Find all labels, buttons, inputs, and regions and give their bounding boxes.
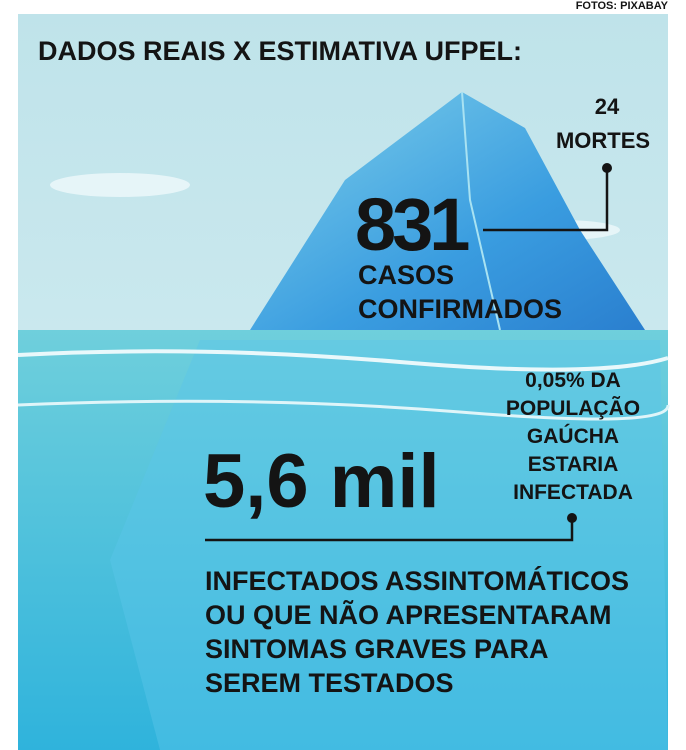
deaths-number: 24 [595,94,620,119]
note-line: 0,05% DA [525,369,621,392]
deaths-label: MORTES [556,128,650,153]
infographic: FOTOS: PIXABAY DADOS REAIS X ESTIMATIVA … [0,0,686,750]
note-line: POPULAÇÃO [506,397,640,420]
note-line: INFECTADA [513,481,633,504]
estimate-description: INFECTADOS ASSINTOMÁTICOS [205,565,629,596]
confirmed-number: 831 [355,183,469,266]
estimate-description: SEREM TESTADOS [205,668,454,698]
estimate-number: 5,6 mil [203,439,440,524]
credit: FOTOS: PIXABAY [576,0,669,12]
note-line: GAÚCHA [527,424,619,448]
confirmed-label: CONFIRMADOS [358,294,562,324]
confirmed-label: CASOS [358,260,454,290]
note-line: ESTARIA [528,453,619,476]
estimate-description: SINTOMAS GRAVES PARA [205,634,549,664]
title: DADOS REAIS X ESTIMATIVA UFPEL: [38,36,522,66]
estimate-description: OU QUE NÃO APRESENTARAM [205,599,612,630]
cloud [50,173,190,197]
